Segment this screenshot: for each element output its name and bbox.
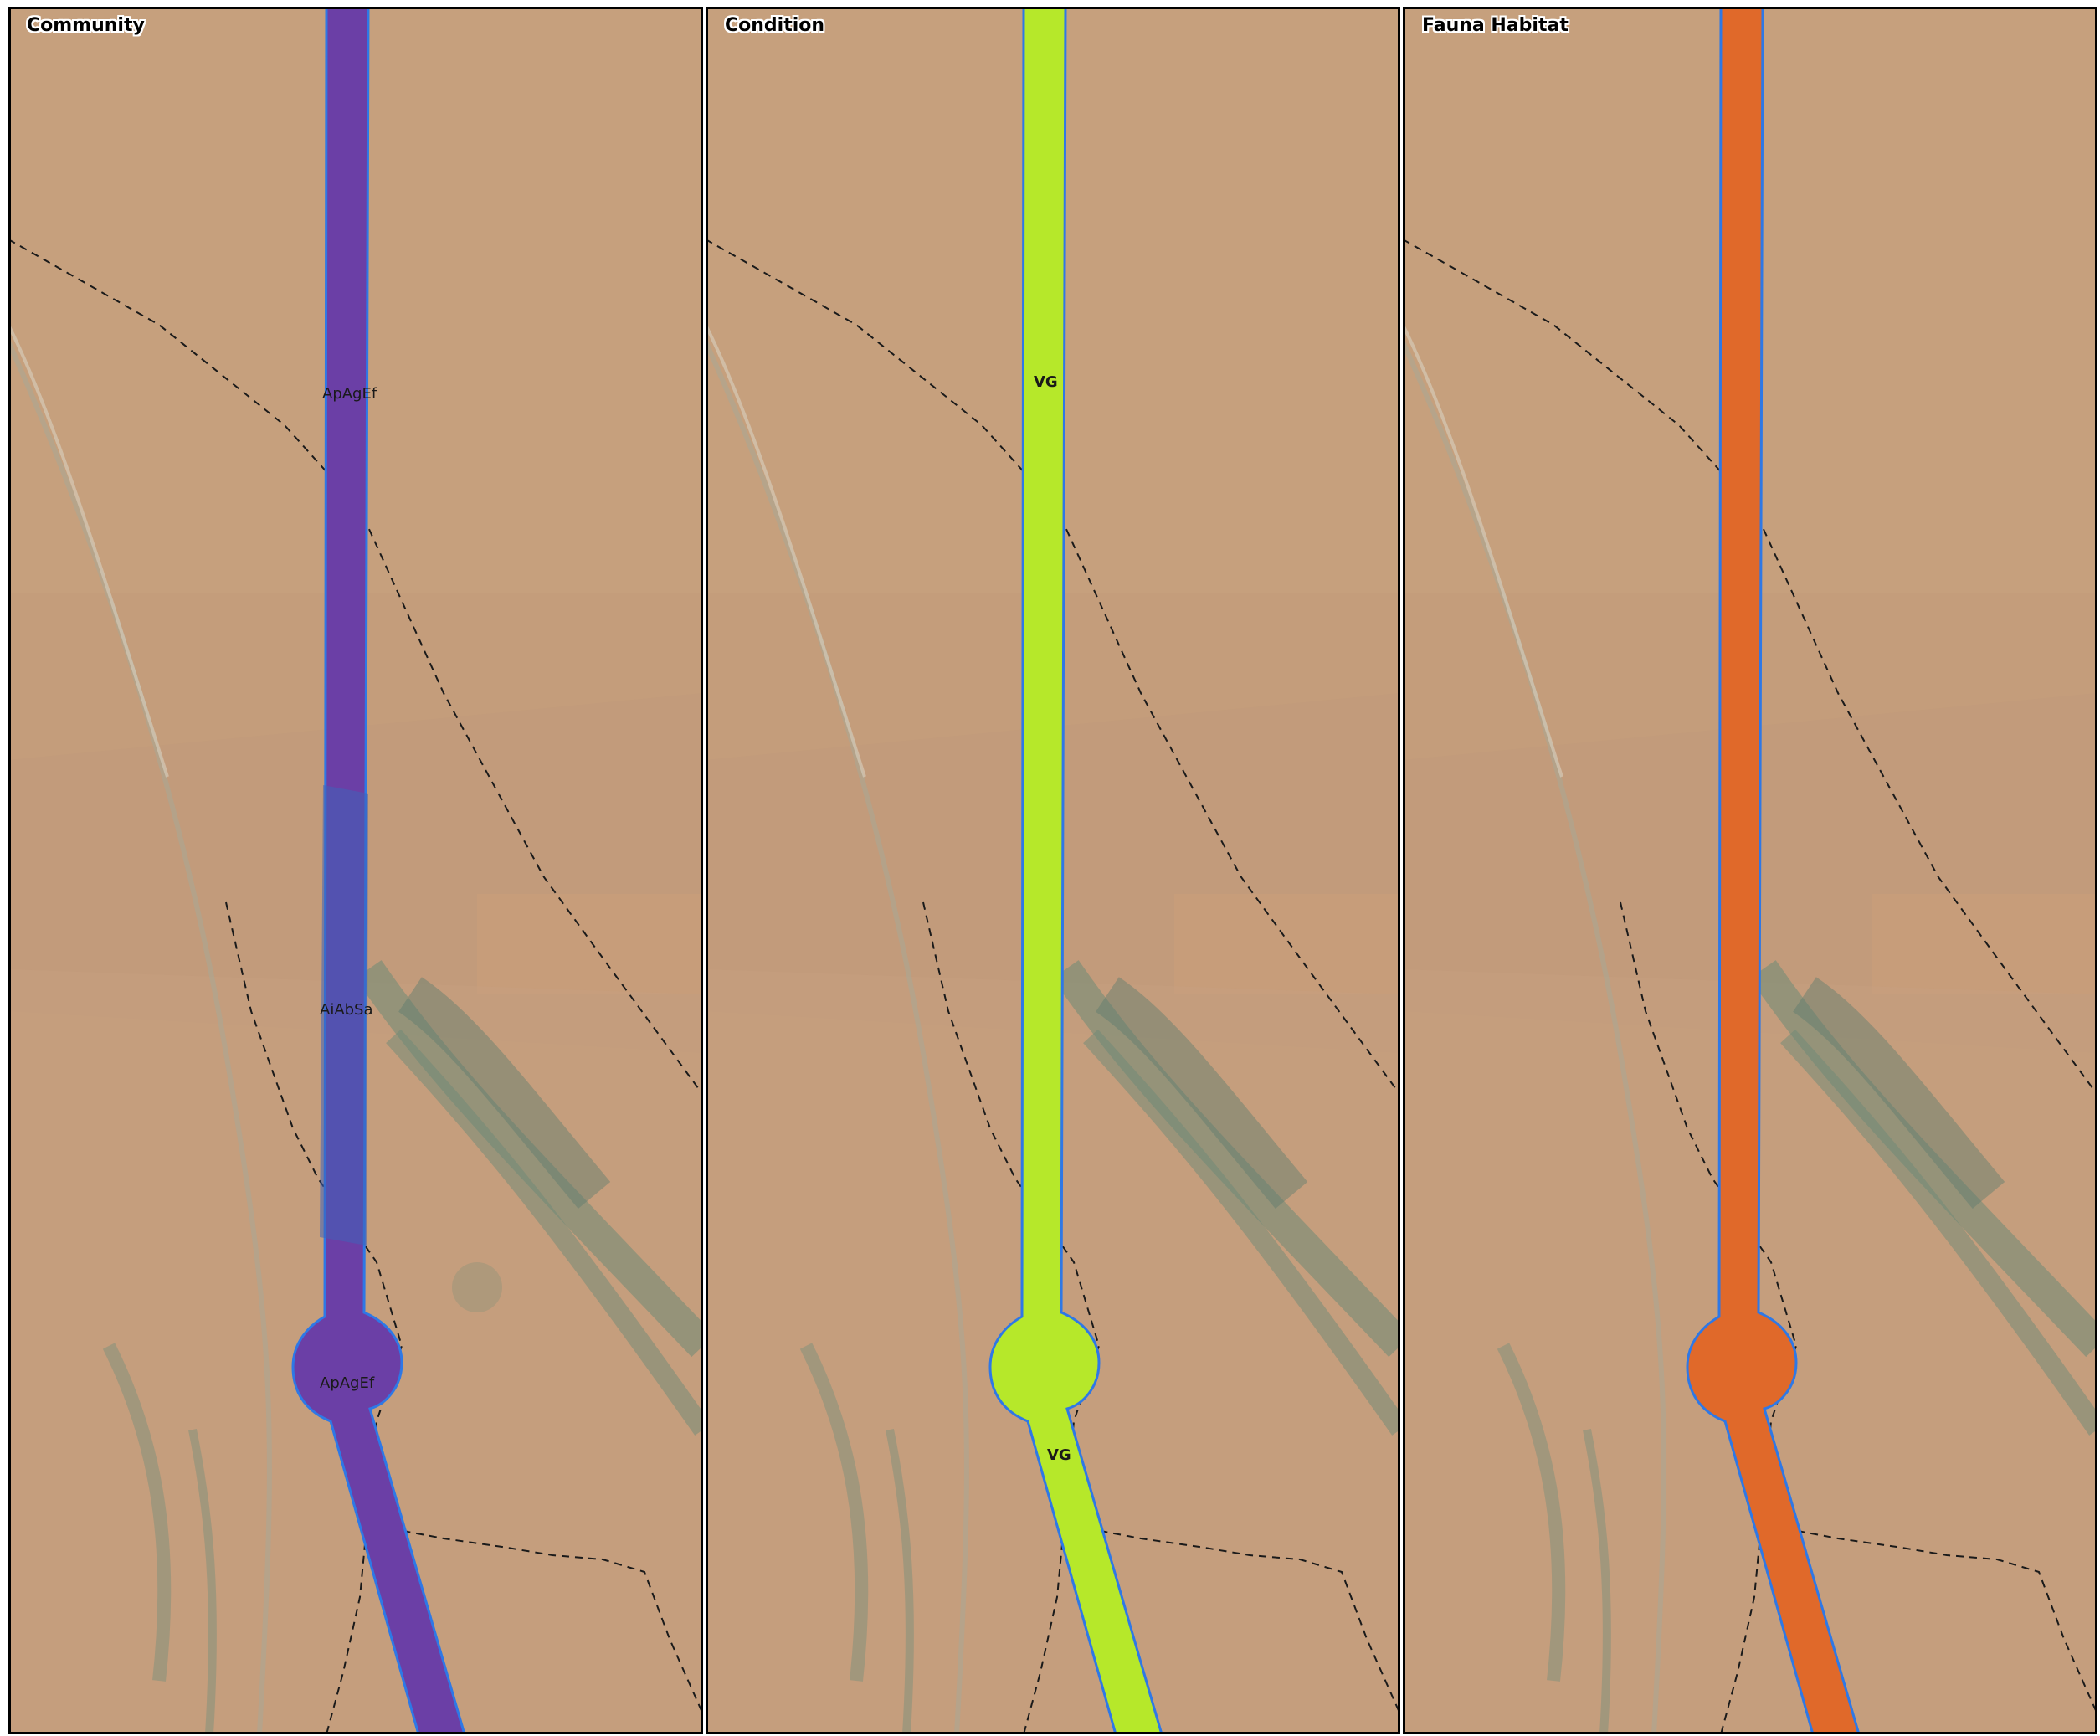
panel-frame bbox=[1403, 7, 2097, 1734]
corridor-condition[interactable] bbox=[988, 7, 1163, 1734]
vegetation-label-1: ApAgEf bbox=[322, 385, 377, 403]
panel-title-condition: Condition bbox=[725, 15, 825, 36]
panel-title-community: Community bbox=[27, 15, 145, 36]
corridor-fauna-habitat[interactable] bbox=[1686, 7, 1861, 1734]
vegetation-label-2: AiAbSa bbox=[320, 1001, 373, 1019]
corridor-community[interactable] bbox=[291, 7, 466, 1734]
overlap-highlight bbox=[320, 785, 368, 1246]
boundary-lines bbox=[1403, 239, 2097, 1734]
map-panel-condition[interactable]: VG VG bbox=[706, 7, 1400, 1734]
panel-title-fauna-habitat: Fauna Habitat bbox=[1422, 15, 1569, 36]
panel-frame bbox=[706, 7, 1400, 1734]
condition-label-1: VG bbox=[1034, 373, 1058, 391]
boundary-lines bbox=[8, 239, 703, 1734]
condition-label-2: VG bbox=[1047, 1446, 1071, 1464]
panel-frame bbox=[8, 7, 703, 1734]
map-panel-community[interactable]: ApAgEf AiAbSa ApAgEf bbox=[8, 7, 703, 1734]
map-panel-fauna-habitat[interactable] bbox=[1403, 7, 2097, 1734]
vegetation-label-3: ApAgEf bbox=[320, 1374, 375, 1392]
boundary-lines bbox=[706, 239, 1400, 1734]
